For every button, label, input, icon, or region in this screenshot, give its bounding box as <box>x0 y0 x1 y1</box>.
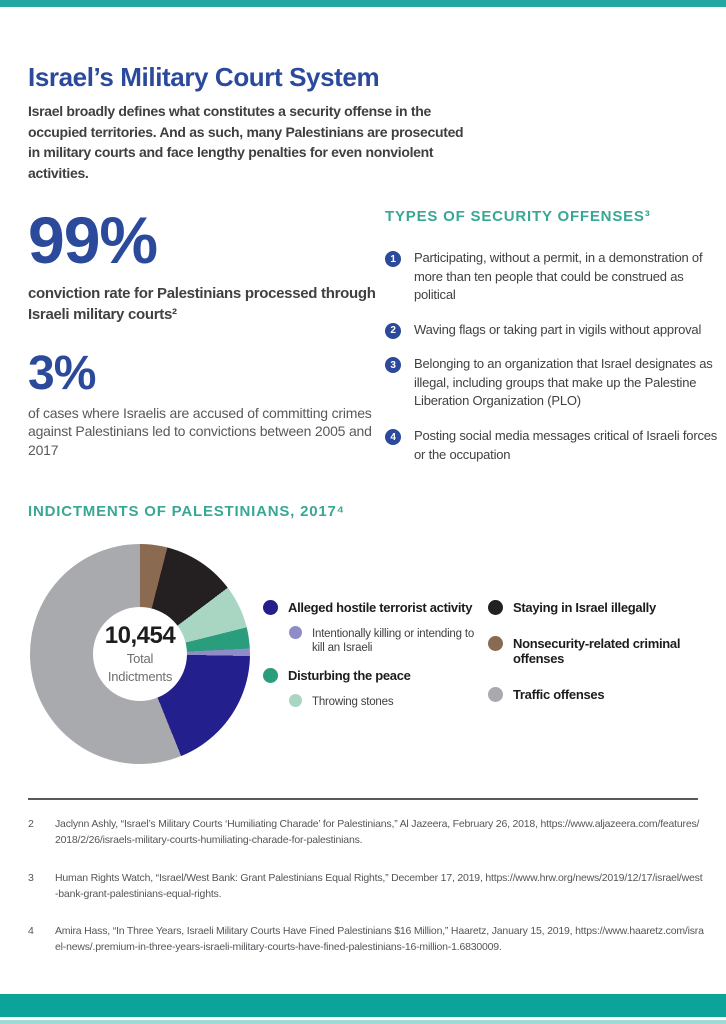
number-badge-icon: 4 <box>385 429 401 446</box>
page-title: Israel’s Military Court System <box>28 62 380 92</box>
stat-3-caption: of cases where Israelis are accused of c… <box>28 405 372 458</box>
intro-paragraph: Israel broadly defines what constitutes … <box>28 103 464 182</box>
legend-item: Throwing stones <box>289 693 475 709</box>
legend-dot-purple <box>289 625 302 639</box>
list-item: 4 Posting social media messages critical… <box>385 427 719 464</box>
legend-item: Nonsecurity-related criminal offenses <box>488 635 724 667</box>
footnote: 4 Amira Hass, “In Three Years, Israeli M… <box>28 923 704 956</box>
legend-dot-brown <box>488 635 503 651</box>
footnote-text: Jaclynn Ashly, “Israel’s Military Courts… <box>55 818 700 847</box>
legend-label: Nonsecurity-related criminal offenses <box>513 635 681 666</box>
donut-chart: 10,454 Total Indictments <box>30 544 250 764</box>
legend-label: Intentionally killing or intending to ki… <box>312 627 475 655</box>
offense-text: Waving flags or taking part in vigils wi… <box>414 321 702 337</box>
number-badge-icon: 2 <box>385 322 401 339</box>
donut-center-label: 10,454 Total Indictments <box>93 607 187 701</box>
legend-dot-navy <box>263 600 278 615</box>
list-item: 2 Waving flags or taking part in vigils … <box>385 321 719 340</box>
footnote-text: Amira Hass, “In Three Years, Israeli Mil… <box>55 925 704 954</box>
offenses-heading: TYPES OF SECURITY OFFENSES³ <box>385 208 651 225</box>
legend-label: Alleged hostile terrorist activity <box>288 600 473 615</box>
legend-label: Traffic offenses <box>513 686 605 702</box>
security-offenses-section: TYPES OF SECURITY OFFENSES³ 1 Participat… <box>385 208 719 480</box>
legend-item: Disturbing the peace <box>263 667 475 684</box>
footnote: 2 Jaclynn Ashly, “Israel’s Military Cour… <box>28 816 704 849</box>
stat-99-caption: conviction rate for Palestinians process… <box>28 285 376 323</box>
footnote-divider <box>28 798 698 800</box>
footnotes-section: 2 Jaclynn Ashly, “Israel’s Military Cour… <box>28 816 704 977</box>
footnote-number: 2 <box>28 818 34 830</box>
footnote-number: 4 <box>28 925 34 938</box>
top-accent-bar <box>0 0 726 7</box>
stat-99-percent: 99% <box>28 203 158 277</box>
bottom-accent-bar <box>0 994 726 1017</box>
legend-label: Staying in Israel illegally <box>513 600 656 615</box>
legend-item: Intentionally killing or intending to ki… <box>289 625 475 656</box>
legend-dot-gray <box>488 686 503 702</box>
list-item: 1 Participating, without a permit, in a … <box>385 249 719 305</box>
list-item: 3 Belonging to an organization that Isra… <box>385 355 719 411</box>
chart-legend-left: Alleged hostile terrorist activity Inten… <box>263 600 475 721</box>
stat-3-percent: 3% <box>28 347 96 400</box>
bottom-light-strip <box>0 1020 726 1024</box>
legend-dot-mint <box>289 693 302 707</box>
legend-item: Traffic offenses <box>488 686 724 703</box>
number-badge-icon: 1 <box>385 251 401 267</box>
offense-text: Belonging to an organization that Israel… <box>414 356 713 409</box>
legend-label: Throwing stones <box>312 695 394 708</box>
footnote-number: 3 <box>28 871 34 884</box>
total-indictments-value: 10,454 <box>104 622 176 650</box>
legend-dot-black <box>488 600 503 615</box>
footnote-text: Human Rights Watch, “Israel/West Bank: G… <box>55 871 703 900</box>
offense-text: Participating, without a permit, in a de… <box>414 250 703 303</box>
total-label-line1: Total <box>126 651 154 667</box>
footnote: 3 Human Rights Watch, “Israel/West Bank:… <box>28 870 704 903</box>
legend-dot-teal <box>263 667 278 683</box>
total-label-line2: Indictments <box>107 669 173 684</box>
offenses-list: 1 Participating, without a permit, in a … <box>385 249 719 464</box>
legend-label: Disturbing the peace <box>288 667 411 683</box>
chart-legend-right: Staying in Israel illegally Nonsecurity-… <box>488 600 724 723</box>
legend-item: Staying in Israel illegally <box>488 600 724 616</box>
chart-title: INDICTMENTS OF PALESTINIANS, 2017⁴ <box>28 503 345 520</box>
offense-text: Posting social media messages critical o… <box>414 428 718 462</box>
legend-item: Alleged hostile terrorist activity <box>263 600 475 616</box>
number-badge-icon: 3 <box>385 357 401 374</box>
